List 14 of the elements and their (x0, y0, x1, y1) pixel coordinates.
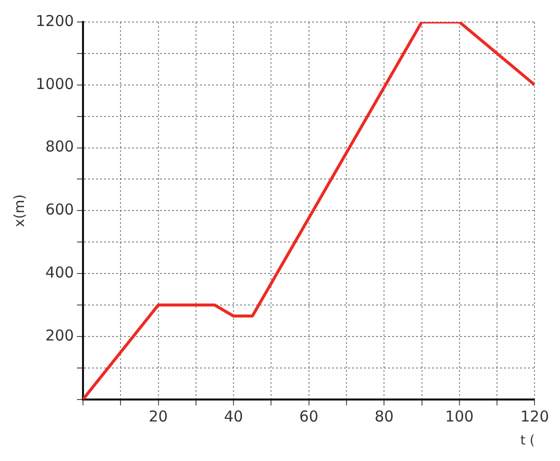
y-axis-title: x(m) (12, 194, 28, 228)
y-tick-label: 1000 (36, 74, 74, 93)
x-tick-label: 40 (224, 407, 244, 426)
x-axis-title: t ( (520, 434, 535, 449)
y-tick-label: 400 (45, 263, 74, 282)
x-tick-label: 100 (445, 407, 474, 426)
x-tick-label: 120 (520, 407, 550, 426)
x-tick-label: 20 (148, 407, 168, 426)
y-tick-label: 200 (45, 326, 74, 344)
y-tick-label: 800 (45, 138, 74, 156)
x-tick-label: 80 (374, 407, 394, 426)
y-tick-label: 600 (45, 200, 74, 219)
x-tick-label: 60 (299, 407, 318, 426)
y-tick-label: 1200 (36, 12, 74, 30)
